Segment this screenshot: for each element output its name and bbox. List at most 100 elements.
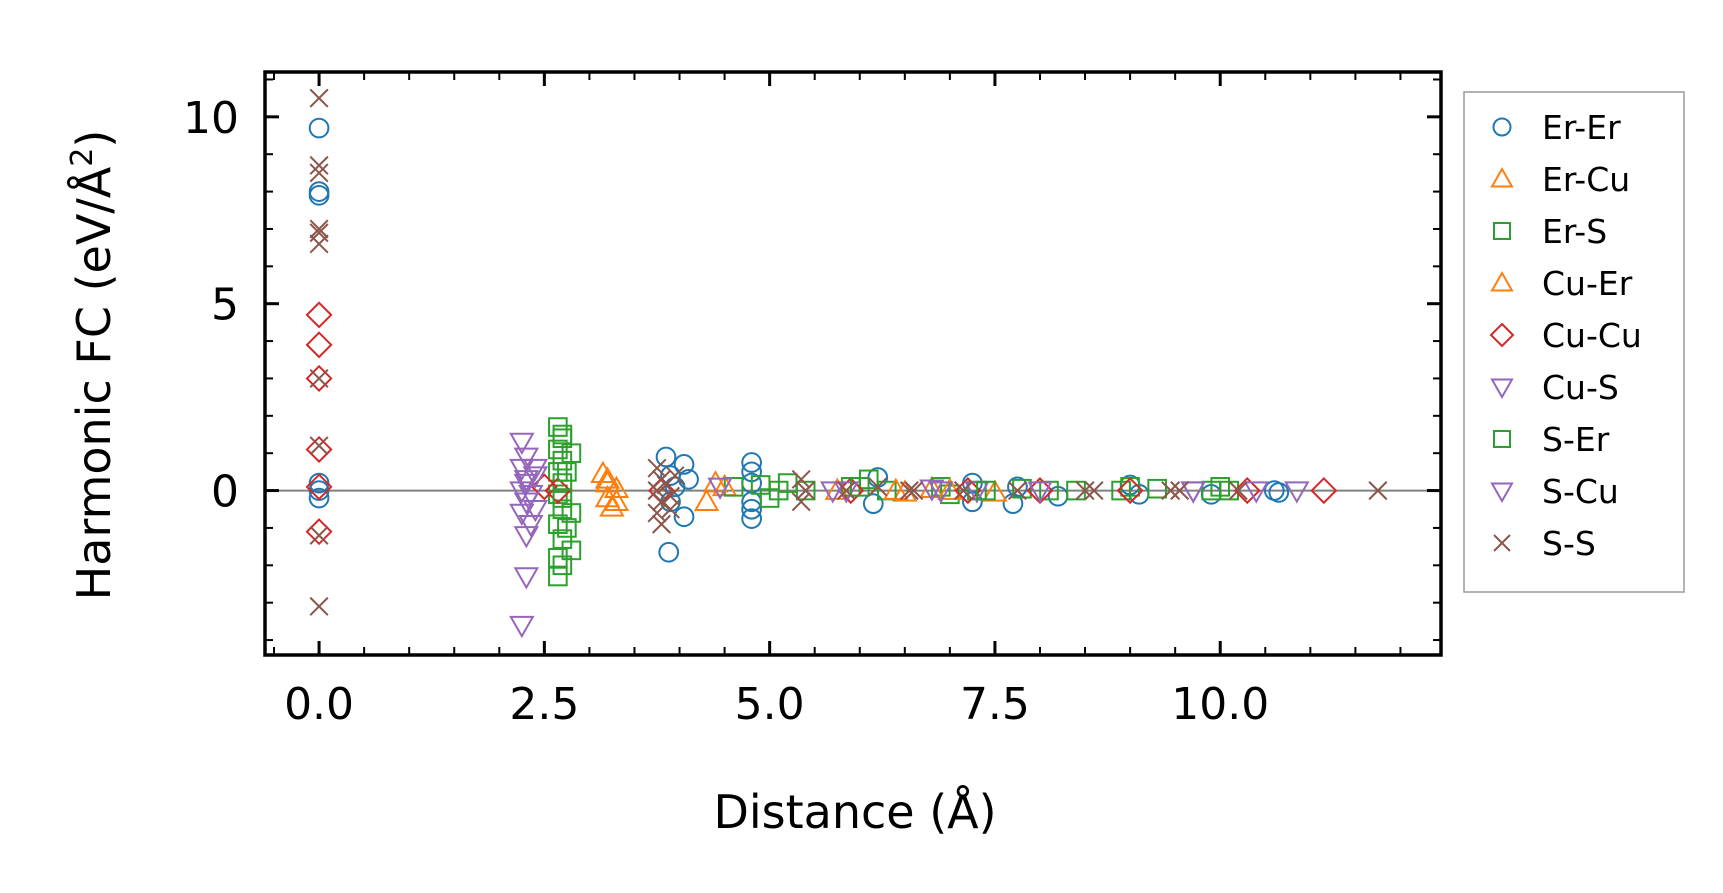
series-cu-s — [509, 432, 1310, 639]
data-point-er-er — [862, 493, 884, 514]
data-point-s-s — [309, 368, 329, 388]
x-tick-label: 0.0 — [284, 679, 354, 730]
data-point-cu-s — [522, 458, 549, 482]
data-point-cu-cu — [530, 473, 558, 501]
data-point-s-s — [651, 514, 672, 534]
data-point-s-s — [665, 466, 685, 486]
data-point-cu-er — [594, 466, 621, 489]
data-point-s-s — [836, 481, 856, 501]
x-tick-label: 7.5 — [960, 679, 1030, 730]
data-point-s-s — [1161, 481, 1181, 501]
x-tick-label: 2.5 — [509, 679, 579, 730]
data-point-s-s — [309, 219, 329, 239]
y-tick-label: 0 — [211, 467, 239, 518]
legend-marker-er-cu — [1490, 166, 1514, 188]
data-point-cu-s — [509, 432, 535, 455]
legend-marker-cu-s — [1490, 378, 1514, 400]
data-point-s-er — [768, 480, 789, 501]
data-point-s-s — [651, 492, 672, 512]
data-point-s-er — [552, 555, 573, 576]
series-s-cu — [513, 466, 1206, 508]
data-point-s-s — [309, 163, 329, 183]
data-point-s-er — [557, 462, 577, 482]
data-point-er-s — [561, 443, 582, 463]
data-point-cu-s — [919, 479, 945, 502]
legend-label-cu-er: Cu-Er — [1542, 264, 1633, 303]
data-point-er-er — [673, 454, 695, 475]
legend-label-s-s: S-S — [1542, 524, 1596, 563]
data-point-s-s — [1084, 481, 1104, 501]
data-point-cu-cu — [544, 477, 572, 505]
data-point-er-s — [548, 417, 568, 437]
data-point-s-s — [868, 477, 888, 497]
data-point-er-cu — [982, 479, 1008, 502]
data-point-cu-cu — [305, 364, 333, 392]
legend-marker-cu-cu — [1489, 322, 1515, 348]
data-point-s-s — [1007, 481, 1027, 501]
data-point-cu-s — [513, 447, 540, 470]
x-axis-label: Distance (Å) — [713, 785, 996, 839]
data-point-er-er — [658, 541, 680, 563]
legend-marker-cu-er — [1490, 270, 1514, 292]
data-point-cu-cu — [305, 301, 333, 329]
y-axis-label: Harmonic FC (eV/Å2) — [65, 130, 121, 601]
data-point-cu-er — [937, 477, 963, 500]
legend-marker-s-cu — [1490, 482, 1514, 504]
data-point-s-cu — [513, 473, 540, 497]
data-point-s-s — [309, 234, 329, 254]
legend-marker-er-s — [1493, 222, 1511, 240]
data-point-s-cu — [928, 481, 954, 504]
legend-box — [1463, 91, 1685, 593]
legend-label-er-er: Er-Er — [1542, 108, 1621, 147]
plot-frame — [263, 70, 1443, 657]
y-tick-label: 5 — [211, 280, 239, 331]
data-marks — [305, 88, 1388, 639]
data-point-er-er — [1007, 476, 1028, 498]
data-point-s-s — [309, 155, 329, 175]
data-point-cu-cu — [305, 435, 333, 463]
data-point-cu-cu — [1233, 477, 1261, 505]
data-point-s-s — [309, 88, 329, 108]
series-er-er — [308, 117, 1290, 563]
data-point-cu-s — [820, 481, 846, 504]
data-point-er-cu — [594, 470, 621, 493]
legend-label-er-cu: Er-Cu — [1542, 160, 1630, 199]
data-point-cu-s — [509, 458, 535, 482]
data-point-er-s — [795, 480, 816, 501]
data-point-cu-cu — [305, 518, 333, 546]
data-point-cu-cu — [1116, 477, 1144, 505]
data-point-cu-cu — [305, 473, 333, 501]
data-point-er-s — [548, 439, 568, 460]
data-point-er-er — [1268, 482, 1290, 503]
data-point-s-s — [791, 492, 811, 512]
data-point-er-cu — [599, 494, 625, 517]
data-point-er-er — [741, 498, 762, 520]
data-point-cu-s — [513, 567, 540, 590]
series-cu-cu — [305, 301, 1338, 546]
legend-label-er-s: Er-S — [1542, 212, 1607, 251]
data-point-s-er — [552, 424, 573, 445]
data-point-cu-s — [707, 477, 733, 500]
data-point-cu-s — [509, 615, 535, 639]
legend-label-cu-s: Cu-S — [1542, 368, 1619, 407]
data-point-cu-s — [518, 514, 544, 538]
legend-label-s-er: S-Er — [1542, 420, 1610, 459]
data-point-s-er — [976, 480, 996, 501]
data-point-er-cu — [693, 488, 720, 512]
data-point-cu-er — [603, 488, 630, 512]
data-point-er-er — [308, 117, 330, 139]
data-point-s-cu — [522, 466, 549, 489]
data-point-s-s — [1170, 481, 1190, 501]
data-point-s-s — [791, 469, 811, 489]
data-point-s-s — [647, 503, 667, 523]
data-point-s-s — [1368, 481, 1388, 501]
data-point-s-s — [953, 481, 973, 501]
data-point-s-s — [1228, 481, 1248, 501]
data-point-s-er — [557, 518, 577, 538]
data-point-cu-cu — [305, 331, 333, 359]
y-axis-label-main: Harmonic FC (eV/Å — [67, 166, 121, 600]
data-point-er-er — [655, 446, 677, 468]
data-point-er-er — [308, 184, 330, 206]
data-point-er-s — [1147, 478, 1167, 499]
